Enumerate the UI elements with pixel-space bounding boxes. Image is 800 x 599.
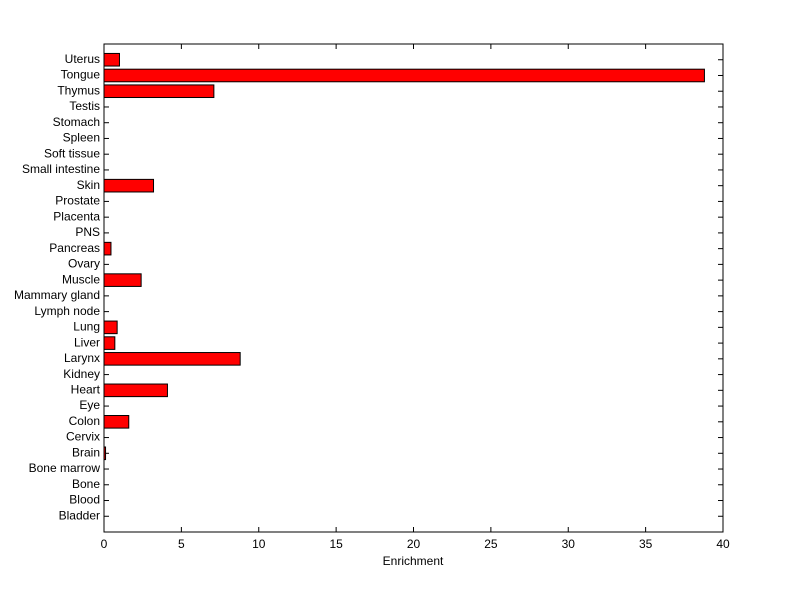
y-tick-label: Ovary	[68, 257, 100, 271]
bar	[103, 352, 241, 366]
x-tick-label: 10	[252, 537, 266, 551]
y-tick-label: Liver	[74, 335, 100, 349]
bar	[103, 84, 215, 99]
bar	[103, 273, 142, 287]
y-tick-label: Small intestine	[22, 162, 100, 176]
y-tick-label: Mammary gland	[14, 288, 100, 302]
y-tick-label: Spleen	[63, 131, 100, 145]
bar	[103, 336, 116, 350]
x-tick-label: 40	[716, 537, 730, 551]
bar	[103, 446, 107, 461]
y-tick-label: Kidney	[63, 367, 100, 381]
y-tick-label: Colon	[69, 414, 100, 428]
bar	[103, 241, 112, 256]
y-tick-label: Placenta	[53, 209, 100, 223]
y-tick-label: Cervix	[66, 430, 100, 444]
x-tick-label: 30	[562, 537, 576, 551]
y-tick-label: Soft tissue	[44, 146, 100, 160]
y-tick-label: Thymus	[57, 83, 100, 97]
bar	[103, 52, 120, 67]
y-tick-label: Lung	[73, 320, 100, 334]
x-tick-label: 0	[101, 537, 108, 551]
y-tick-label: Testis	[69, 99, 100, 113]
y-tick-label: Heart	[71, 382, 101, 396]
y-tick-label: Stomach	[53, 115, 100, 129]
y-tick-label: PNS	[75, 225, 100, 239]
x-tick-label: 25	[484, 537, 498, 551]
x-tick-label: 20	[407, 537, 421, 551]
y-tick-label: Muscle	[62, 272, 100, 286]
y-tick-label: Larynx	[64, 351, 100, 365]
y-tick-label: Pancreas	[49, 241, 100, 255]
y-tick-label: Prostate	[55, 194, 100, 208]
bar	[103, 415, 130, 429]
y-tick-label: Skin	[77, 178, 100, 192]
x-tick-label: 15	[329, 537, 343, 551]
y-tick-label: Bladder	[59, 508, 100, 522]
x-tick-label: 35	[639, 537, 653, 551]
y-tick-label: Eye	[79, 398, 100, 412]
bar	[103, 68, 705, 83]
bar	[103, 320, 118, 335]
y-tick-label: Tongue	[61, 68, 101, 82]
y-tick-label: Blood	[69, 493, 100, 507]
y-tick-label: Bone marrow	[29, 461, 101, 475]
bar	[103, 178, 155, 193]
y-tick-label: Bone	[72, 477, 100, 491]
bar	[103, 383, 168, 398]
x-tick-label: 5	[178, 537, 185, 551]
plot-area	[103, 43, 724, 533]
y-tick-label: Brain	[72, 445, 100, 459]
y-tick-label: Uterus	[65, 52, 100, 66]
x-axis-label: Enrichment	[383, 554, 444, 568]
y-tick-label: Lymph node	[34, 304, 100, 318]
